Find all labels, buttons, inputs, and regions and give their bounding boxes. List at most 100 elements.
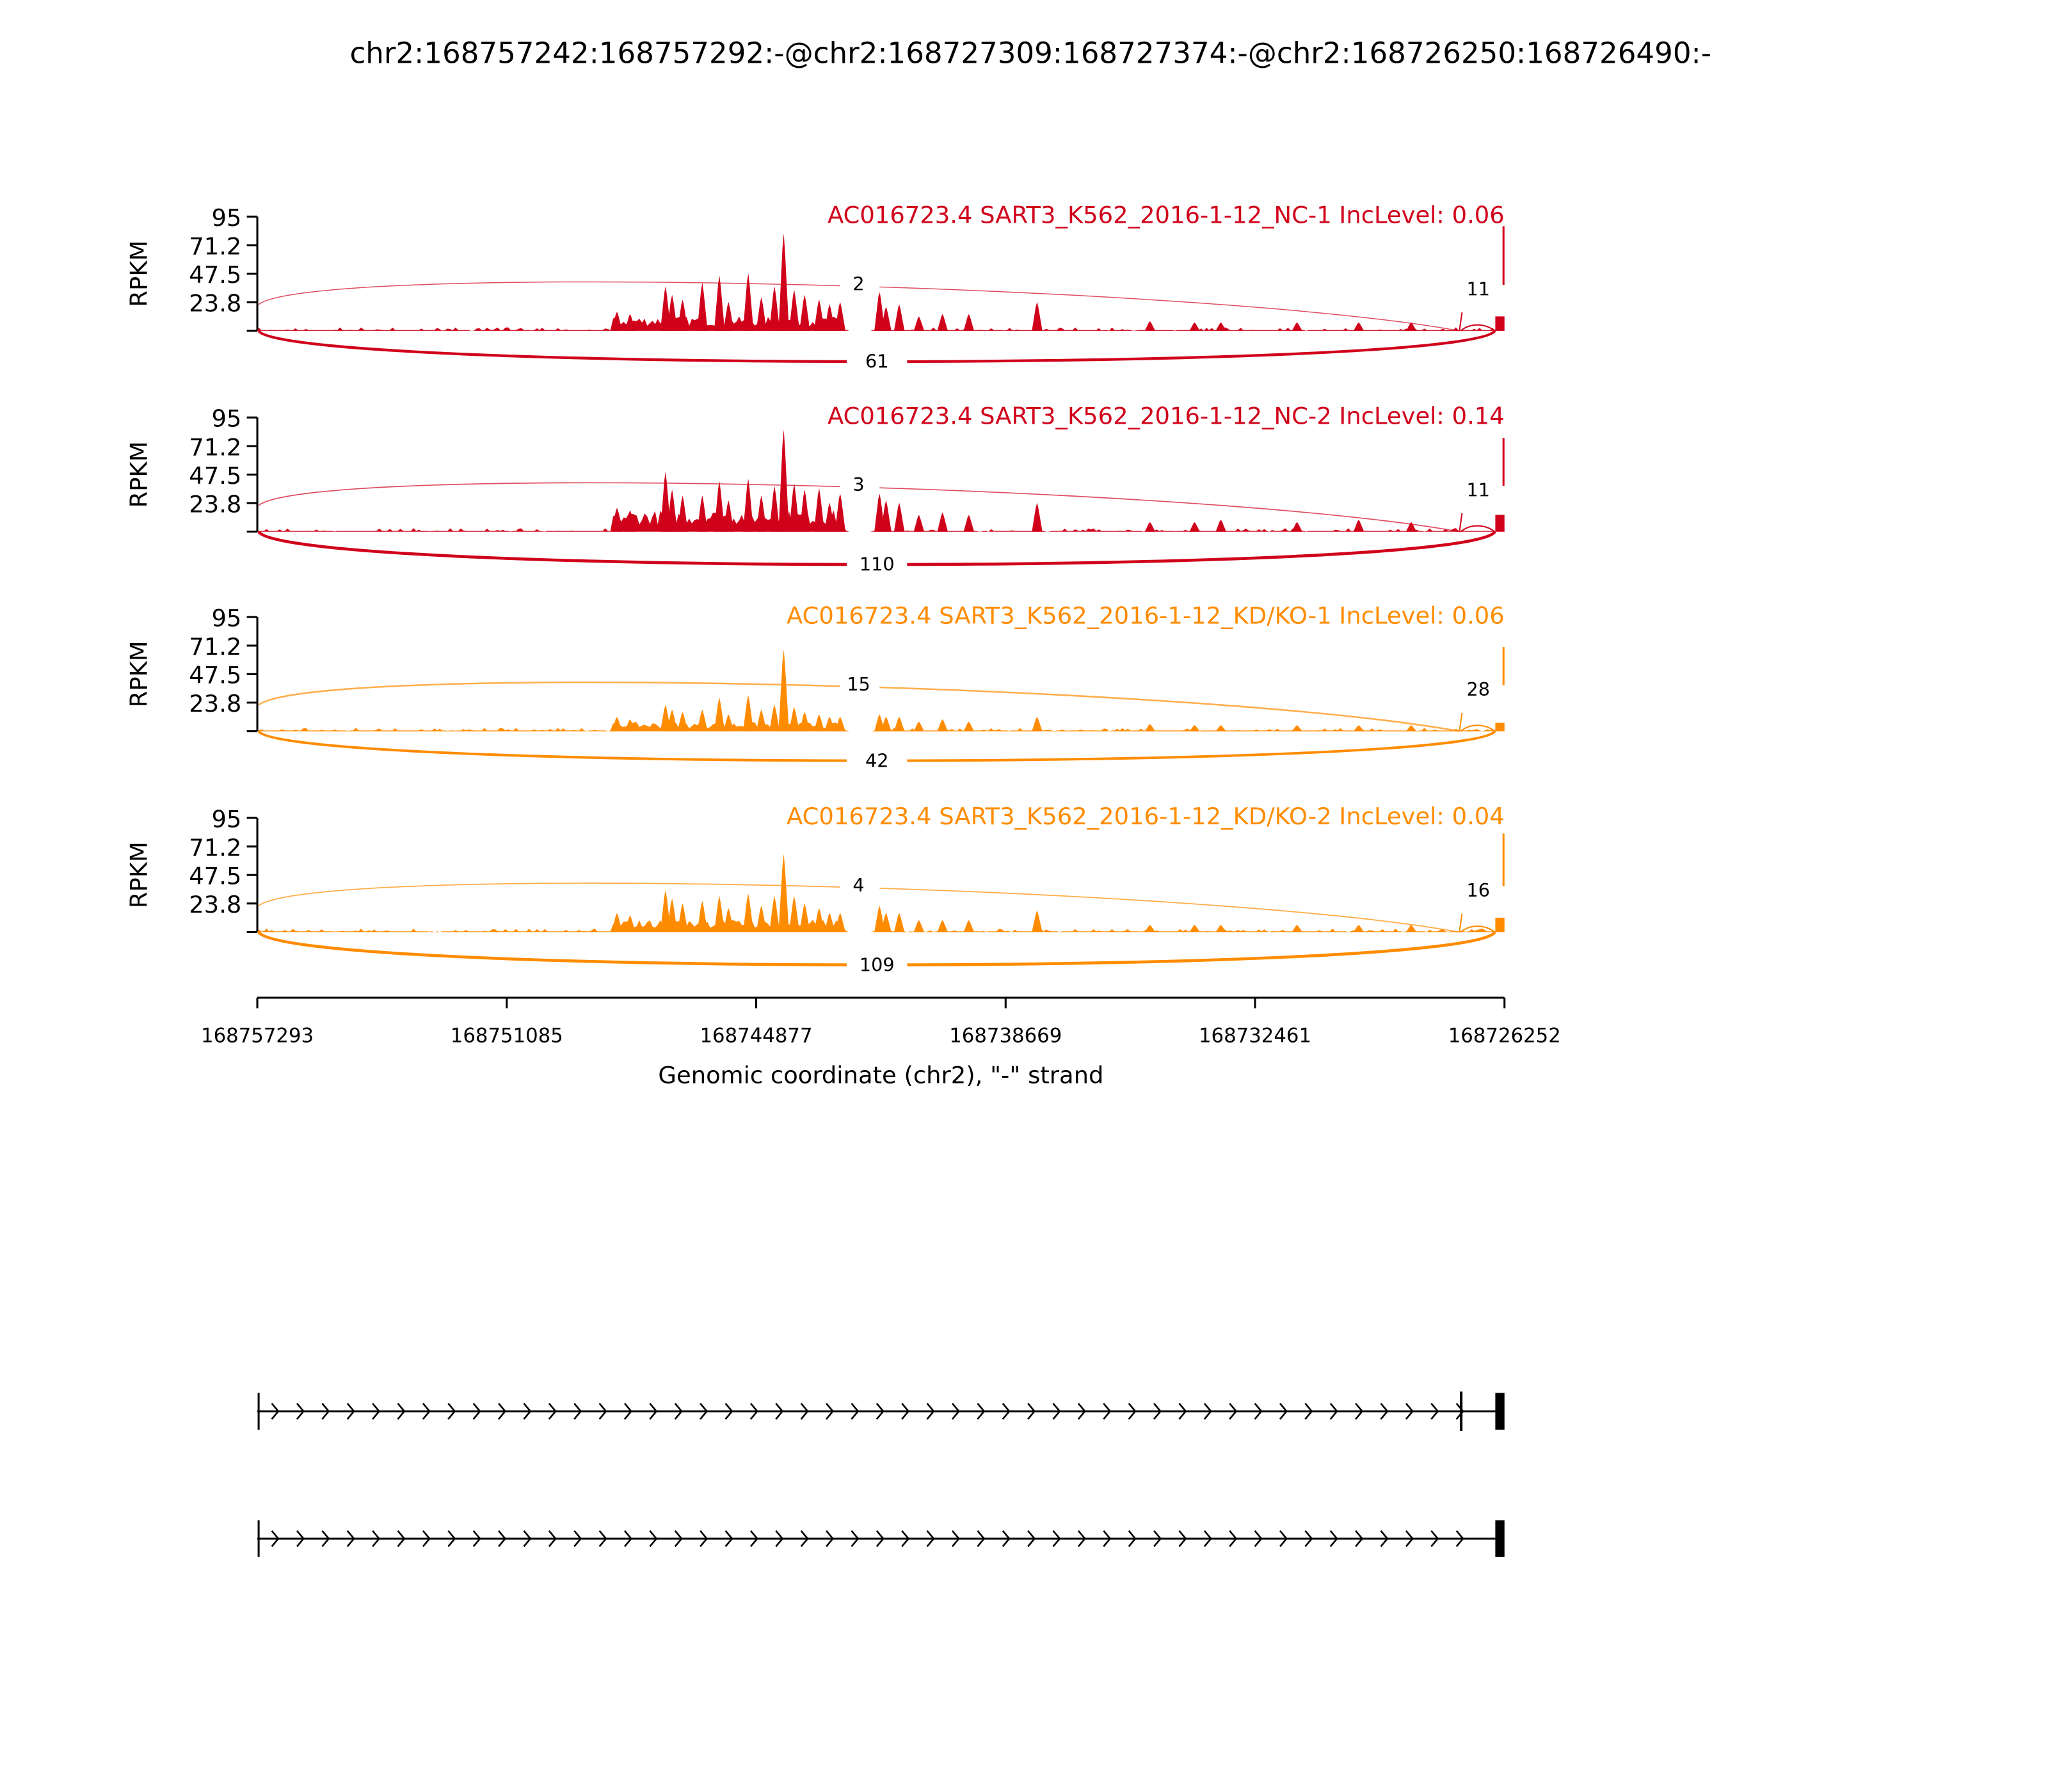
coverage-peak xyxy=(723,714,734,732)
junction-label-bg xyxy=(840,270,880,294)
sample-title: AC016723.4 SART3_K562_2016-1-12_NC-2 Inc… xyxy=(828,403,1505,430)
strand-arrow-icon xyxy=(800,1402,809,1420)
strand-arrow-icon xyxy=(271,1530,280,1548)
strand-arrow-icon xyxy=(548,1530,557,1548)
junction-arc-inclusion-1 xyxy=(258,482,1460,532)
strand-arrow-icon xyxy=(271,1402,280,1420)
coverage-exon3 xyxy=(1495,515,1505,532)
coverage-peak xyxy=(881,500,892,532)
strand-arrow-icon xyxy=(346,1402,355,1420)
strand-arrow-icon xyxy=(1380,1530,1389,1548)
strand-arrow-icon xyxy=(472,1530,481,1548)
coverage-peak xyxy=(893,717,905,732)
strand-arrow-icon xyxy=(573,1402,582,1420)
strand-arrow-icon xyxy=(826,1530,835,1548)
coverage-peak xyxy=(667,490,678,532)
coverage-peak xyxy=(778,233,789,331)
coverage-peak xyxy=(778,429,789,532)
junction-label: 4 xyxy=(852,874,864,896)
strand-arrow-icon xyxy=(649,1530,658,1548)
coverage-exon3-peak xyxy=(1502,647,1505,685)
junction-label-bg xyxy=(840,671,880,695)
strand-arrow-icon xyxy=(1128,1530,1137,1548)
coverage-peak xyxy=(1292,925,1302,932)
sample-title: AC016723.4 SART3_K562_2016-1-12_NC-1 Inc… xyxy=(828,202,1505,229)
coverage-peak xyxy=(743,273,754,331)
coverage-area xyxy=(257,919,1497,932)
coverage-peak xyxy=(913,920,925,932)
junction-label: 15 xyxy=(847,673,870,695)
coverage-peak xyxy=(625,509,636,532)
coverage-peak xyxy=(743,695,754,732)
strand-arrow-icon xyxy=(447,1402,456,1420)
coverage-exon2 xyxy=(1459,712,1463,732)
coverage-peak xyxy=(874,493,885,532)
coverage-peak xyxy=(893,913,905,932)
coverage-peak xyxy=(723,908,734,932)
strand-arrow-icon xyxy=(598,1530,607,1548)
strand-arrow-icon xyxy=(724,1530,733,1548)
strand-arrow-icon xyxy=(1153,1402,1162,1420)
strand-arrow-icon xyxy=(951,1402,960,1420)
coverage-peak xyxy=(714,275,725,331)
coverage-peak xyxy=(813,908,825,932)
coverage-peak xyxy=(937,719,948,732)
strand-arrow-icon xyxy=(876,1402,884,1420)
coverage-peak xyxy=(881,717,892,732)
strand-arrow-icon xyxy=(926,1530,935,1548)
coverage-peak xyxy=(1032,910,1043,932)
coverage-peak xyxy=(799,712,810,732)
coverage-peak xyxy=(667,709,678,732)
y-axis-label: RPKM xyxy=(125,442,153,508)
coverage-peak xyxy=(824,913,835,932)
coverage-peak xyxy=(874,906,885,932)
strand-arrow-icon xyxy=(901,1530,910,1548)
x-tick-label: 168726252 xyxy=(1448,1025,1561,1048)
strand-arrow-icon xyxy=(1279,1530,1288,1548)
y-tick-label: 95 xyxy=(211,405,241,433)
sample-title: AC016723.4 SART3_K562_2016-1-12_KD/KO-1 … xyxy=(787,602,1505,629)
coverage-peak xyxy=(1215,725,1226,732)
y-tick-label: 95 xyxy=(211,204,241,232)
strand-arrow-icon xyxy=(1405,1402,1414,1420)
strand-arrow-icon xyxy=(422,1402,431,1420)
coverage-peak xyxy=(1032,301,1043,331)
coverage-peak xyxy=(769,896,780,932)
y-tick-label: 23.8 xyxy=(189,290,241,317)
coverage-exon2 xyxy=(1459,513,1463,532)
coverage-peak xyxy=(667,898,678,932)
coverage-peak xyxy=(835,913,846,932)
strand-arrow-icon xyxy=(397,1530,406,1548)
coverage-peak xyxy=(697,282,708,331)
coverage-peak xyxy=(1215,925,1226,932)
coverage-peak xyxy=(874,291,885,331)
coverage-peak xyxy=(1353,322,1364,331)
coverage-peak xyxy=(697,495,708,532)
strand-arrow-icon xyxy=(321,1402,330,1420)
coverage-peak xyxy=(913,721,925,732)
strand-arrow-icon xyxy=(674,1530,683,1548)
y-axis-label: RPKM xyxy=(125,241,153,307)
coverage-peak xyxy=(881,913,892,932)
strand-arrow-icon xyxy=(876,1530,884,1548)
y-tick-label: 71.2 xyxy=(189,233,241,260)
x-tick-label: 168738669 xyxy=(949,1025,1062,1048)
coverage-peak xyxy=(788,290,800,331)
strand-arrow-icon xyxy=(1077,1530,1086,1548)
coverage-peak xyxy=(714,481,725,532)
x-tick-label: 168751085 xyxy=(451,1025,563,1048)
strand-arrow-icon xyxy=(346,1530,355,1548)
strand-arrow-icon xyxy=(397,1402,406,1420)
coverage-peak xyxy=(824,717,835,732)
strand-arrow-icon xyxy=(700,1530,708,1548)
coverage-peak xyxy=(611,717,623,732)
coverage-peak xyxy=(893,502,905,532)
strand-arrow-icon xyxy=(1178,1530,1187,1548)
strand-arrow-icon xyxy=(901,1402,910,1420)
coverage-peak xyxy=(697,900,708,932)
coverage-peak xyxy=(1292,322,1302,331)
junction-label: 109 xyxy=(860,954,895,975)
x-tick-label: 168757293 xyxy=(201,1025,314,1048)
strand-arrow-icon xyxy=(573,1530,582,1548)
